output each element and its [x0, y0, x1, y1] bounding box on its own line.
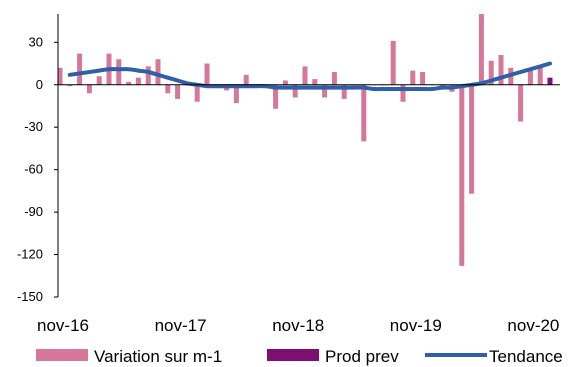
bar-s0-47 — [518, 84, 524, 122]
bar-s0-15 — [204, 63, 210, 85]
bar-s0-48 — [527, 69, 533, 85]
y-tick-label: -120 — [17, 247, 43, 262]
bar-s0-26 — [312, 79, 318, 85]
bar-s0-24 — [292, 84, 298, 98]
legend-item-0: Variation sur m-1 — [36, 347, 222, 366]
bars-layer — [57, 14, 553, 266]
bar-s0-34 — [390, 40, 396, 85]
legend-label: Prod prev — [325, 347, 399, 366]
bar-s0-36 — [410, 70, 416, 85]
bar-s0-19 — [243, 74, 249, 85]
y-tick-label: -90 — [24, 204, 43, 219]
x-tick-label: nov-18 — [272, 316, 324, 335]
legend: Variation sur m-1 Prod prev Tendance — [36, 347, 563, 366]
bar-s0-49 — [537, 64, 543, 85]
trend-layer — [67, 61, 552, 92]
legend-swatch — [36, 349, 88, 361]
bar-s0-23 — [282, 80, 288, 85]
bar-s0-41 — [459, 84, 465, 266]
bar-s0-44 — [488, 60, 494, 85]
legend-item-1: Prod prev — [267, 347, 399, 366]
y-tick-label: 30 — [29, 34, 43, 49]
bar-s0-27 — [322, 84, 328, 98]
bar-s0-12 — [175, 84, 181, 99]
bar-s0-25 — [302, 66, 308, 85]
bar-s0-11 — [165, 84, 171, 94]
y-tick-label: -150 — [17, 289, 43, 304]
bar-s0-2 — [77, 53, 83, 85]
y-tick-label: -30 — [24, 119, 43, 134]
x-tick-label: nov-16 — [37, 316, 89, 335]
bar-s0-37 — [420, 72, 426, 85]
bar-s0-35 — [400, 84, 406, 102]
bar-s0-43 — [478, 14, 484, 85]
bar-s0-45 — [498, 55, 504, 85]
axes-layer: 30 0 -30 -60 -90 -120 -150 nov-16 nov-17 nov-18 no… — [17, 14, 560, 335]
bar-s0-14 — [194, 84, 200, 102]
bar-s0-28 — [331, 72, 337, 85]
bar-s0-0 — [57, 67, 63, 85]
bar-s0-22 — [273, 84, 279, 109]
legend-swatch — [267, 349, 319, 361]
x-tick-label: nov-17 — [155, 316, 207, 335]
bar-s0-10 — [155, 59, 161, 85]
legend-item-2: Tendance — [425, 347, 563, 366]
x-tick-label: nov-19 — [390, 316, 442, 335]
y-tick-label: 0 — [36, 77, 43, 92]
y-tick-label: -60 — [24, 162, 43, 177]
bar-s0-6 — [116, 59, 122, 85]
bar-s0-42 — [469, 84, 475, 194]
bar-s0-9 — [145, 66, 151, 85]
bar-s0-7 — [126, 81, 132, 85]
bar-s0-1 — [67, 84, 73, 87]
bar-s0-31 — [361, 84, 367, 142]
bar-s0-18 — [233, 84, 239, 104]
bar-s0-3 — [86, 84, 92, 94]
trend-line — [67, 61, 552, 92]
legend-label: Variation sur m-1 — [94, 347, 222, 366]
bar-s0-29 — [341, 84, 347, 99]
bar-s0-4 — [96, 76, 102, 85]
legend-label: Tendance — [489, 347, 563, 366]
bar-s0-8 — [135, 77, 141, 85]
x-tick-label: nov-20 — [507, 316, 559, 335]
bar-s1-50 — [547, 77, 553, 85]
